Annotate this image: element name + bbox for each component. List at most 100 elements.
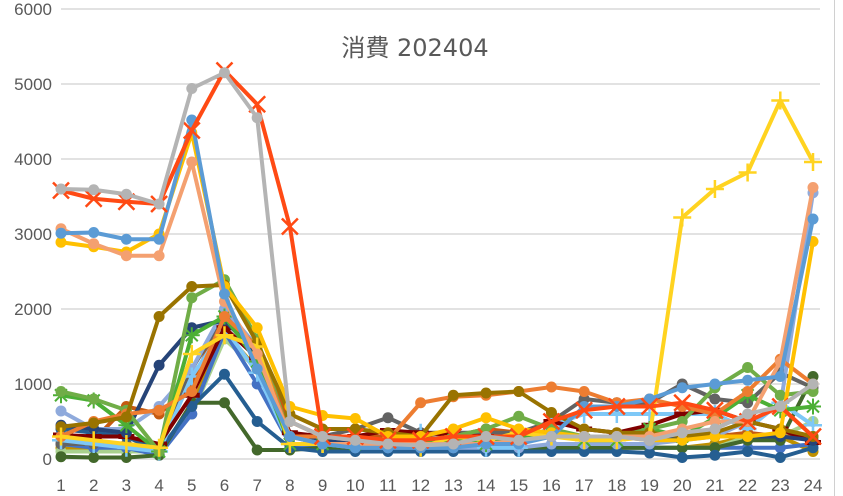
y-tick-label: 2000 bbox=[14, 300, 52, 319]
circle-marker-icon bbox=[153, 404, 165, 416]
circle-marker-icon bbox=[578, 386, 590, 397]
circle-marker-icon bbox=[709, 378, 721, 390]
circle-marker-icon bbox=[709, 423, 721, 435]
circle-marker-icon bbox=[251, 348, 263, 360]
x-tick-label: 18 bbox=[607, 476, 626, 495]
circle-marker-icon bbox=[153, 198, 165, 210]
circle-marker-icon bbox=[513, 434, 525, 446]
circle-marker-icon bbox=[807, 213, 819, 225]
x-tick-label: 1 bbox=[56, 476, 65, 495]
plus-marker-icon bbox=[673, 208, 692, 227]
circle-marker-icon bbox=[676, 382, 688, 394]
plus-marker-icon bbox=[150, 438, 169, 457]
y-tick-label: 6000 bbox=[14, 0, 52, 19]
x-tick-label: 11 bbox=[379, 476, 397, 495]
circle-marker-icon bbox=[186, 401, 198, 412]
circle-marker-icon bbox=[513, 423, 525, 435]
circle-marker-icon bbox=[382, 412, 394, 424]
circle-marker-icon bbox=[742, 408, 754, 420]
circle-marker-icon bbox=[218, 368, 230, 380]
star-marker-icon bbox=[805, 398, 821, 415]
circle-marker-icon bbox=[774, 452, 786, 463]
x-axis-labels: 1 2 3 4 5 6 7 8 9 10 11 12 13 14 15 16 17 18 19 20 21 22 23 24 bbox=[56, 476, 822, 495]
x-marker-icon bbox=[575, 401, 594, 420]
circle-marker-icon bbox=[676, 452, 688, 463]
circle-marker-icon bbox=[807, 182, 819, 193]
x-tick-label: 22 bbox=[738, 476, 757, 495]
circle-marker-icon bbox=[218, 397, 230, 409]
circle-marker-icon bbox=[55, 386, 67, 397]
circle-marker-icon bbox=[186, 281, 198, 292]
circle-marker-icon bbox=[120, 250, 132, 262]
circle-marker-icon bbox=[447, 389, 459, 401]
x-marker-icon bbox=[542, 412, 561, 431]
circle-marker-icon bbox=[284, 416, 296, 427]
x-tick-label: 2 bbox=[89, 476, 98, 495]
x-tick-label: 20 bbox=[673, 476, 692, 495]
plus-marker-icon bbox=[215, 326, 234, 345]
circle-marker-icon bbox=[774, 427, 786, 439]
circle-marker-icon bbox=[88, 238, 100, 250]
circle-marker-icon bbox=[644, 393, 656, 405]
x-tick-label: 15 bbox=[509, 476, 528, 495]
circle-marker-icon bbox=[218, 288, 230, 300]
x-tick-label: 23 bbox=[771, 476, 790, 495]
circle-marker-icon bbox=[349, 434, 361, 446]
circle-marker-icon bbox=[513, 410, 525, 422]
x-tick-label: 8 bbox=[285, 476, 294, 495]
circle-marker-icon bbox=[742, 431, 754, 442]
circle-marker-icon bbox=[153, 359, 165, 371]
circle-marker-icon bbox=[88, 417, 100, 429]
x-tick-label: 10 bbox=[346, 476, 365, 495]
circle-marker-icon bbox=[55, 451, 67, 463]
star-marker-icon bbox=[249, 353, 266, 370]
circle-marker-icon bbox=[415, 397, 427, 409]
series-lines bbox=[52, 61, 822, 463]
circle-marker-icon bbox=[774, 371, 786, 382]
plus-marker-icon bbox=[182, 345, 201, 363]
circle-marker-icon bbox=[382, 438, 394, 450]
x-tick-label: 12 bbox=[411, 476, 430, 495]
circle-marker-icon bbox=[349, 423, 361, 435]
circle-marker-icon bbox=[153, 311, 165, 322]
circle-marker-icon bbox=[807, 378, 819, 390]
x-tick-label: 13 bbox=[444, 476, 463, 495]
y-tick-label: 3000 bbox=[14, 225, 52, 244]
circle-marker-icon bbox=[480, 431, 492, 442]
x-tick-label: 17 bbox=[575, 476, 594, 495]
plus-marker-icon bbox=[738, 163, 757, 182]
circle-marker-icon bbox=[251, 363, 263, 375]
x-marker-icon bbox=[84, 189, 103, 208]
circle-marker-icon bbox=[186, 292, 198, 304]
circle-marker-icon bbox=[218, 67, 230, 79]
x-tick-label: 6 bbox=[220, 476, 229, 495]
circle-marker-icon bbox=[545, 431, 557, 442]
series-s6 bbox=[52, 91, 822, 457]
x-tick-label: 21 bbox=[705, 476, 724, 495]
circle-marker-icon bbox=[186, 386, 198, 397]
circle-marker-icon bbox=[55, 421, 67, 433]
circle-marker-icon bbox=[55, 405, 67, 417]
circle-marker-icon bbox=[742, 362, 754, 373]
circle-marker-icon bbox=[742, 446, 754, 457]
circle-marker-icon bbox=[120, 188, 132, 200]
x-tick-label: 5 bbox=[187, 476, 196, 495]
x-marker-icon bbox=[280, 217, 299, 236]
circle-marker-icon bbox=[742, 386, 754, 397]
x-marker-icon bbox=[804, 427, 822, 446]
circle-marker-icon bbox=[611, 431, 623, 442]
series-line bbox=[60, 68, 815, 443]
x-tick-label: 24 bbox=[804, 476, 823, 495]
circle-marker-icon bbox=[317, 431, 329, 442]
circle-marker-icon bbox=[709, 449, 721, 461]
circle-marker-icon bbox=[120, 233, 132, 245]
circle-marker-icon bbox=[545, 407, 557, 418]
chart-title: 消費 202404 bbox=[341, 34, 488, 62]
x-marker-icon bbox=[182, 121, 201, 140]
x-tick-label: 4 bbox=[154, 476, 163, 495]
plus-marker-icon bbox=[84, 431, 103, 450]
circle-marker-icon bbox=[447, 423, 459, 435]
circle-marker-icon bbox=[88, 227, 100, 238]
circle-marker-icon bbox=[88, 184, 100, 196]
